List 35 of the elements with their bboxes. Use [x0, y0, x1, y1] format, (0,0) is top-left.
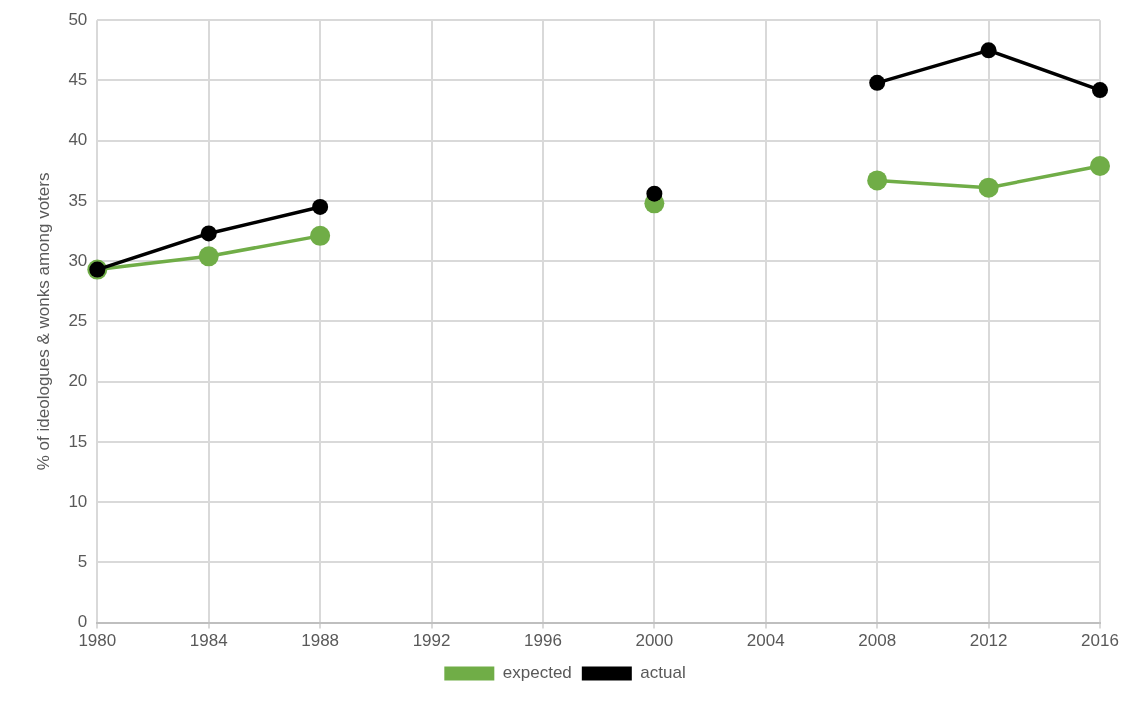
- point: [1090, 155, 1110, 176]
- x-tick-label: 1980: [78, 631, 117, 651]
- y-tick-label: 0: [77, 612, 88, 632]
- point: [200, 225, 217, 242]
- point: [978, 177, 999, 198]
- y-tick-label: 30: [68, 250, 88, 270]
- x-tick-label: 1984: [189, 631, 228, 651]
- point: [646, 185, 663, 202]
- x-tick-label: 2000: [635, 631, 674, 651]
- y-tick-label: 35: [68, 190, 88, 210]
- legend-label: actual: [640, 663, 686, 683]
- x-tick-label: 2012: [969, 631, 1008, 651]
- point: [867, 170, 888, 191]
- point: [1092, 82, 1108, 99]
- x-tick-label: 2016: [1081, 631, 1119, 651]
- x-tick-label: 2008: [858, 631, 897, 651]
- y-tick-label: 45: [68, 70, 88, 90]
- y-tick-label: 50: [68, 9, 88, 29]
- y-tick-label: 10: [68, 491, 88, 511]
- y-axis-title: % of ideologues & wonks among voters: [33, 172, 53, 471]
- point: [198, 246, 219, 267]
- y-tick-label: 40: [68, 130, 88, 150]
- x-tick-label: 1996: [524, 631, 562, 651]
- legend-label: expected: [502, 663, 572, 683]
- y-tick-label: 20: [68, 371, 88, 391]
- x-tick-label: 1992: [412, 631, 451, 651]
- y-tick-label: 5: [77, 552, 88, 572]
- point: [310, 225, 331, 246]
- x-tick-label: 1988: [301, 631, 340, 651]
- point: [869, 74, 886, 91]
- y-tick-label: 15: [68, 431, 88, 451]
- x-tick-label: 2004: [746, 631, 785, 651]
- y-tick-label: 25: [68, 311, 88, 331]
- point: [312, 198, 329, 215]
- point: [980, 42, 997, 59]
